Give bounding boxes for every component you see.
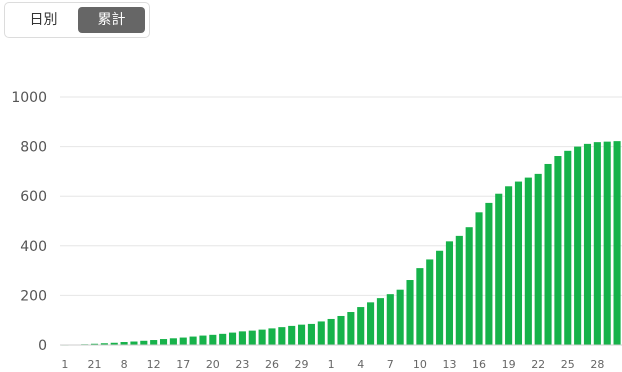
bar: [376, 298, 384, 345]
bar: [593, 142, 601, 345]
x-tick-label: 8: [121, 358, 128, 371]
bar: [475, 212, 483, 345]
bar: [238, 331, 246, 345]
bar: [524, 177, 532, 345]
bar: [396, 289, 404, 345]
bar: [347, 312, 355, 345]
bar: [367, 302, 375, 345]
x-axis-ticks: 1 21 8 12 17 20 23 26 29 1 4 7 10 13 16 19 22 25 28: [61, 358, 604, 371]
bar: [495, 193, 503, 345]
bar: [179, 337, 187, 345]
view-toggle: 日別 累計: [4, 2, 150, 38]
x-tick-label: 29: [295, 358, 309, 371]
x-tick-label: 16: [472, 358, 486, 371]
bars: [61, 141, 621, 346]
x-tick-label: 17: [176, 358, 190, 371]
bar: [140, 340, 148, 345]
cumulative-toggle-button[interactable]: 累計: [77, 7, 145, 33]
daily-toggle-button[interactable]: 日別: [29, 12, 58, 28]
x-tick-label: 19: [502, 358, 516, 371]
bar: [455, 235, 463, 345]
bar: [110, 342, 118, 345]
bar: [406, 280, 414, 345]
bar: [120, 342, 128, 345]
bar: [288, 325, 296, 345]
y-tick-label: 800: [20, 140, 47, 156]
x-tick-label: 1: [61, 358, 68, 371]
x-tick-label: 12: [147, 358, 161, 371]
bar: [159, 339, 168, 345]
bar: [278, 327, 286, 345]
x-tick-label: 21: [88, 358, 102, 371]
bar: [317, 321, 325, 345]
bar: [574, 146, 582, 345]
bar: [228, 332, 237, 345]
bar: [248, 330, 256, 345]
y-axis-ticks: 0 200 400 600 800 1000: [11, 90, 47, 354]
x-tick-label: 25: [561, 358, 575, 371]
x-tick-label: 7: [387, 358, 394, 371]
x-tick-label: 23: [235, 358, 249, 371]
bar: [150, 340, 158, 345]
bar: [169, 338, 177, 345]
bar: [583, 143, 592, 345]
bar: [209, 334, 217, 345]
bar: [268, 328, 276, 345]
bar: [436, 250, 444, 345]
bar: [130, 341, 138, 345]
y-tick-label: 600: [20, 189, 47, 205]
bar: [465, 227, 473, 345]
bar: [258, 329, 266, 345]
bar: [445, 241, 454, 345]
x-tick-label: 4: [357, 358, 364, 371]
bar: [298, 324, 306, 345]
bar: [613, 141, 621, 345]
bar: [554, 156, 562, 345]
bar: [327, 318, 335, 345]
bar: [534, 173, 542, 345]
x-tick-label: 1: [328, 358, 335, 371]
y-tick-label: 0: [38, 338, 47, 354]
bar: [426, 259, 434, 345]
x-tick-label: 10: [413, 358, 427, 371]
bar: [505, 186, 513, 345]
x-tick-label: 13: [442, 358, 456, 371]
bar: [199, 335, 207, 345]
bar: [603, 141, 611, 345]
bar: [564, 150, 572, 345]
bar: [514, 181, 523, 345]
bar: [485, 202, 493, 345]
y-tick-label: 400: [20, 239, 47, 255]
bar: [416, 268, 424, 345]
x-tick-label: 28: [590, 358, 604, 371]
bar: [357, 307, 365, 345]
bar: [100, 343, 108, 345]
bar: [90, 343, 99, 345]
y-tick-label: 200: [20, 288, 47, 304]
bar: [544, 163, 552, 345]
bar: [189, 336, 197, 345]
x-tick-label: 20: [206, 358, 220, 371]
bar: [337, 315, 345, 345]
x-tick-label: 26: [265, 358, 279, 371]
x-tick-label: 22: [531, 358, 545, 371]
bar: [219, 333, 227, 345]
bar: [307, 323, 315, 345]
y-tick-label: 1000: [11, 90, 47, 106]
bar: [386, 294, 394, 345]
